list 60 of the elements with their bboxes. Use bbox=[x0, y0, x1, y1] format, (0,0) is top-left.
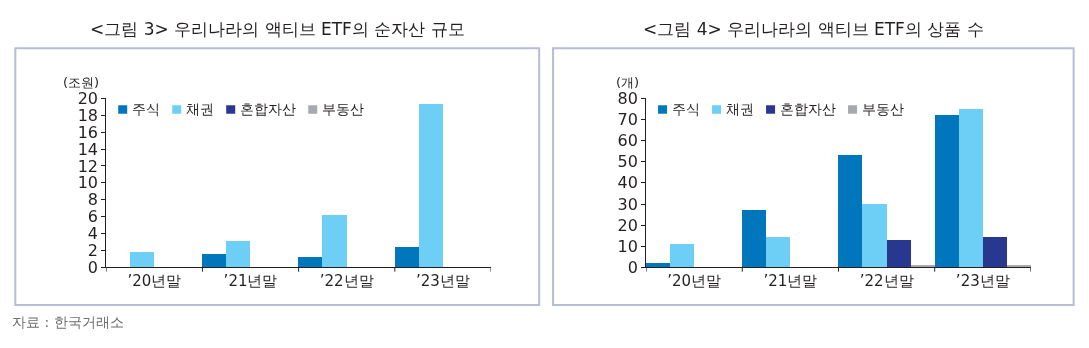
x-tick-label: ’23년말 bbox=[416, 272, 470, 291]
y-tick-label: 20 bbox=[617, 215, 638, 235]
y-tick-label: 60 bbox=[617, 131, 638, 151]
x-tick-label: ’22년말 bbox=[859, 272, 914, 291]
legend-label: 부동산 bbox=[862, 101, 904, 117]
bar bbox=[298, 257, 323, 268]
bar bbox=[670, 244, 695, 268]
x-tick-label: ’22년말 bbox=[319, 272, 374, 291]
bar bbox=[130, 252, 155, 268]
bar bbox=[983, 237, 1008, 268]
y-tick-label: 30 bbox=[617, 194, 638, 214]
y-tick-label: 10 bbox=[617, 236, 638, 256]
legend-label: 채권 bbox=[726, 101, 754, 117]
y-tick-label: 8 bbox=[87, 190, 99, 210]
x-tick-label: ’21년말 bbox=[763, 272, 818, 291]
y-tick-label: 0 bbox=[87, 258, 99, 277]
legend-label: 주식 bbox=[132, 101, 160, 117]
y-tick-label: 50 bbox=[617, 152, 638, 172]
bar bbox=[935, 115, 960, 268]
bar bbox=[838, 155, 863, 268]
y-tick-label: 80 bbox=[617, 88, 638, 108]
y-tick-label: 70 bbox=[617, 110, 638, 130]
bar bbox=[911, 265, 936, 268]
x-tick-label: ’20년말 bbox=[667, 272, 722, 291]
legend-label: 주식 bbox=[672, 101, 700, 117]
y-axis-title: (조원) bbox=[63, 75, 100, 90]
bar bbox=[202, 254, 227, 268]
bar bbox=[959, 109, 984, 268]
legend-label: 부동산 bbox=[322, 101, 364, 117]
bar bbox=[646, 263, 671, 268]
legend-label: 혼합자산 bbox=[780, 101, 836, 117]
x-tick-label: ’21년말 bbox=[223, 272, 278, 291]
bar bbox=[862, 204, 888, 268]
bar bbox=[766, 237, 791, 268]
y-axis-title: (개) bbox=[616, 75, 640, 90]
bar bbox=[322, 215, 348, 268]
x-tick-label: ’20년말 bbox=[127, 272, 182, 291]
legend-label: 채권 bbox=[186, 101, 214, 117]
chart-title: <그림 3> 우리나라의 액티브 ETF의 순자산 규모 bbox=[90, 19, 465, 39]
y-tick-label: 20 bbox=[77, 88, 99, 108]
y-tick-label: 4 bbox=[87, 224, 99, 244]
y-tick-label: 2 bbox=[87, 241, 99, 261]
y-tick-label: 12 bbox=[77, 156, 99, 176]
y-tick-label: 40 bbox=[617, 173, 638, 193]
bar bbox=[742, 210, 767, 268]
bar bbox=[419, 104, 444, 268]
bar bbox=[887, 240, 912, 268]
text: 자료 : 한국거래소 bbox=[12, 314, 124, 330]
y-tick-label: 10 bbox=[77, 173, 99, 193]
x-tick-label: ’23년말 bbox=[955, 272, 1010, 291]
bar bbox=[226, 241, 251, 268]
y-tick-label: 14 bbox=[77, 139, 99, 159]
y-tick-label: 18 bbox=[77, 105, 99, 125]
y-tick-label: 0 bbox=[627, 258, 638, 277]
chart-title: <그림 4> 우리나라의 액티브 ETF의 상품 수 bbox=[643, 19, 984, 39]
y-tick-label: 16 bbox=[77, 122, 99, 142]
bar bbox=[1007, 265, 1031, 268]
legend-label: 혼합자산 bbox=[240, 101, 296, 117]
y-tick-label: 6 bbox=[87, 207, 99, 227]
bar bbox=[395, 247, 420, 268]
